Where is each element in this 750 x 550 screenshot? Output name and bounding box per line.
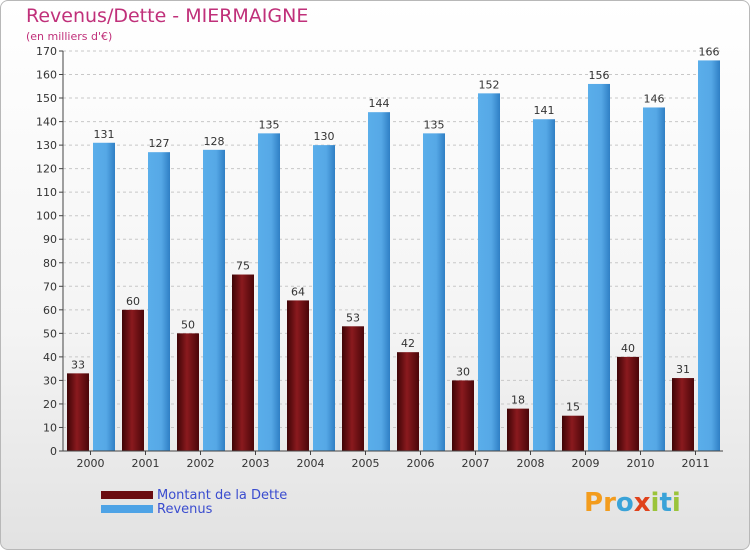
value-label-revenue: 144 bbox=[369, 97, 390, 110]
bar-debt bbox=[397, 352, 419, 451]
value-label-revenue: 135 bbox=[424, 118, 445, 131]
x-tick-label: 2008 bbox=[517, 457, 545, 470]
value-label-revenue: 128 bbox=[204, 135, 225, 148]
legend-label-revenue: Revenus bbox=[157, 501, 213, 517]
y-tick-label: 20 bbox=[43, 398, 57, 411]
legend-item-debt: Montant de la Dette bbox=[101, 487, 288, 503]
bar-chart: 3313160127501287513564130531444213530152… bbox=[36, 45, 723, 470]
logo-letter: r bbox=[603, 488, 616, 518]
logo-letter: i bbox=[650, 488, 660, 518]
x-tick-label: 2009 bbox=[572, 457, 600, 470]
bar-revenue bbox=[93, 142, 115, 451]
x-tick-label: 2011 bbox=[682, 457, 710, 470]
bar-debt bbox=[672, 378, 694, 451]
bar-debt bbox=[562, 415, 584, 451]
value-label-debt: 75 bbox=[236, 260, 250, 273]
chart-title: Revenus/Dette - MIERMAIGNE bbox=[26, 5, 309, 27]
value-label-revenue: 141 bbox=[534, 104, 555, 117]
bar-revenue bbox=[588, 83, 610, 452]
value-label-debt: 60 bbox=[126, 295, 140, 308]
chart-subtitle: (en milliers d'€) bbox=[26, 30, 113, 43]
bar-debt bbox=[232, 274, 254, 451]
y-tick-label: 70 bbox=[43, 280, 57, 293]
value-label-debt: 40 bbox=[621, 342, 635, 355]
bar-revenue bbox=[533, 119, 555, 451]
x-tick-label: 2010 bbox=[627, 457, 655, 470]
value-label-revenue: 166 bbox=[699, 45, 720, 58]
bar-debt bbox=[287, 300, 309, 451]
logo-letter: P bbox=[584, 488, 604, 518]
y-tick-label: 50 bbox=[43, 327, 57, 340]
value-label-debt: 15 bbox=[566, 401, 580, 414]
x-tick-label: 2006 bbox=[407, 457, 435, 470]
y-tick-label: 90 bbox=[43, 233, 57, 246]
y-tick-label: 30 bbox=[43, 374, 57, 387]
x-tick-label: 2007 bbox=[462, 457, 490, 470]
bar-revenue bbox=[478, 93, 500, 452]
value-label-debt: 42 bbox=[401, 337, 415, 350]
y-tick-label: 40 bbox=[43, 351, 57, 364]
legend-swatch-revenue bbox=[101, 505, 153, 513]
logo-letter: t bbox=[659, 488, 672, 518]
logo-letter: i bbox=[671, 488, 681, 518]
x-tick-label: 2002 bbox=[187, 457, 215, 470]
logo-letter: o bbox=[615, 488, 634, 518]
bar-debt bbox=[507, 408, 529, 451]
bar-debt bbox=[452, 380, 474, 451]
y-tick-label: 130 bbox=[36, 139, 57, 152]
y-tick-label: 150 bbox=[36, 92, 57, 105]
y-tick-label: 160 bbox=[36, 69, 57, 82]
bar-revenue bbox=[423, 133, 445, 451]
y-tick-label: 60 bbox=[43, 304, 57, 317]
value-label-revenue: 156 bbox=[589, 69, 610, 82]
value-label-debt: 33 bbox=[71, 358, 85, 371]
y-tick-label: 80 bbox=[43, 257, 57, 270]
bar-debt bbox=[617, 356, 639, 451]
y-tick-label: 0 bbox=[50, 445, 57, 458]
logo-letter: x bbox=[633, 488, 651, 518]
bar-revenue bbox=[258, 133, 280, 451]
x-tick-label: 2003 bbox=[242, 457, 270, 470]
bar-revenue bbox=[368, 112, 390, 452]
value-label-revenue: 135 bbox=[259, 118, 280, 131]
value-label-revenue: 130 bbox=[314, 130, 335, 143]
legend-label-debt: Montant de la Dette bbox=[157, 487, 288, 503]
value-label-debt: 53 bbox=[346, 311, 360, 324]
legend-swatch-debt bbox=[101, 491, 153, 499]
value-label-debt: 18 bbox=[511, 394, 525, 407]
value-label-debt: 64 bbox=[291, 285, 305, 298]
value-label-debt: 31 bbox=[676, 363, 690, 376]
bar-revenue bbox=[313, 145, 335, 451]
bar-revenue bbox=[148, 152, 170, 452]
bar-debt bbox=[342, 326, 364, 451]
value-label-debt: 50 bbox=[181, 318, 195, 331]
y-tick-label: 10 bbox=[43, 421, 57, 434]
value-label-revenue: 131 bbox=[94, 128, 115, 141]
bar-revenue bbox=[643, 107, 665, 452]
y-tick-label: 170 bbox=[36, 45, 57, 58]
bar-debt bbox=[177, 333, 199, 451]
x-tick-label: 2000 bbox=[77, 457, 105, 470]
value-label-revenue: 127 bbox=[149, 137, 170, 150]
legend-item-revenue: Revenus bbox=[101, 501, 213, 517]
y-tick-label: 100 bbox=[36, 210, 57, 223]
value-label-revenue: 152 bbox=[479, 78, 500, 91]
bar-debt bbox=[67, 373, 89, 451]
bar-revenue bbox=[698, 60, 720, 451]
y-tick-label: 140 bbox=[36, 116, 57, 129]
y-tick-label: 110 bbox=[36, 186, 57, 199]
x-tick-label: 2001 bbox=[132, 457, 160, 470]
x-tick-label: 2005 bbox=[352, 457, 380, 470]
value-label-debt: 30 bbox=[456, 365, 470, 378]
y-tick-label: 120 bbox=[36, 163, 57, 176]
x-tick-label: 2004 bbox=[297, 457, 325, 470]
proxiti-logo: Proxiti bbox=[584, 488, 681, 518]
value-label-revenue: 146 bbox=[644, 92, 665, 105]
bar-debt bbox=[122, 309, 144, 451]
bar-revenue bbox=[203, 149, 225, 451]
